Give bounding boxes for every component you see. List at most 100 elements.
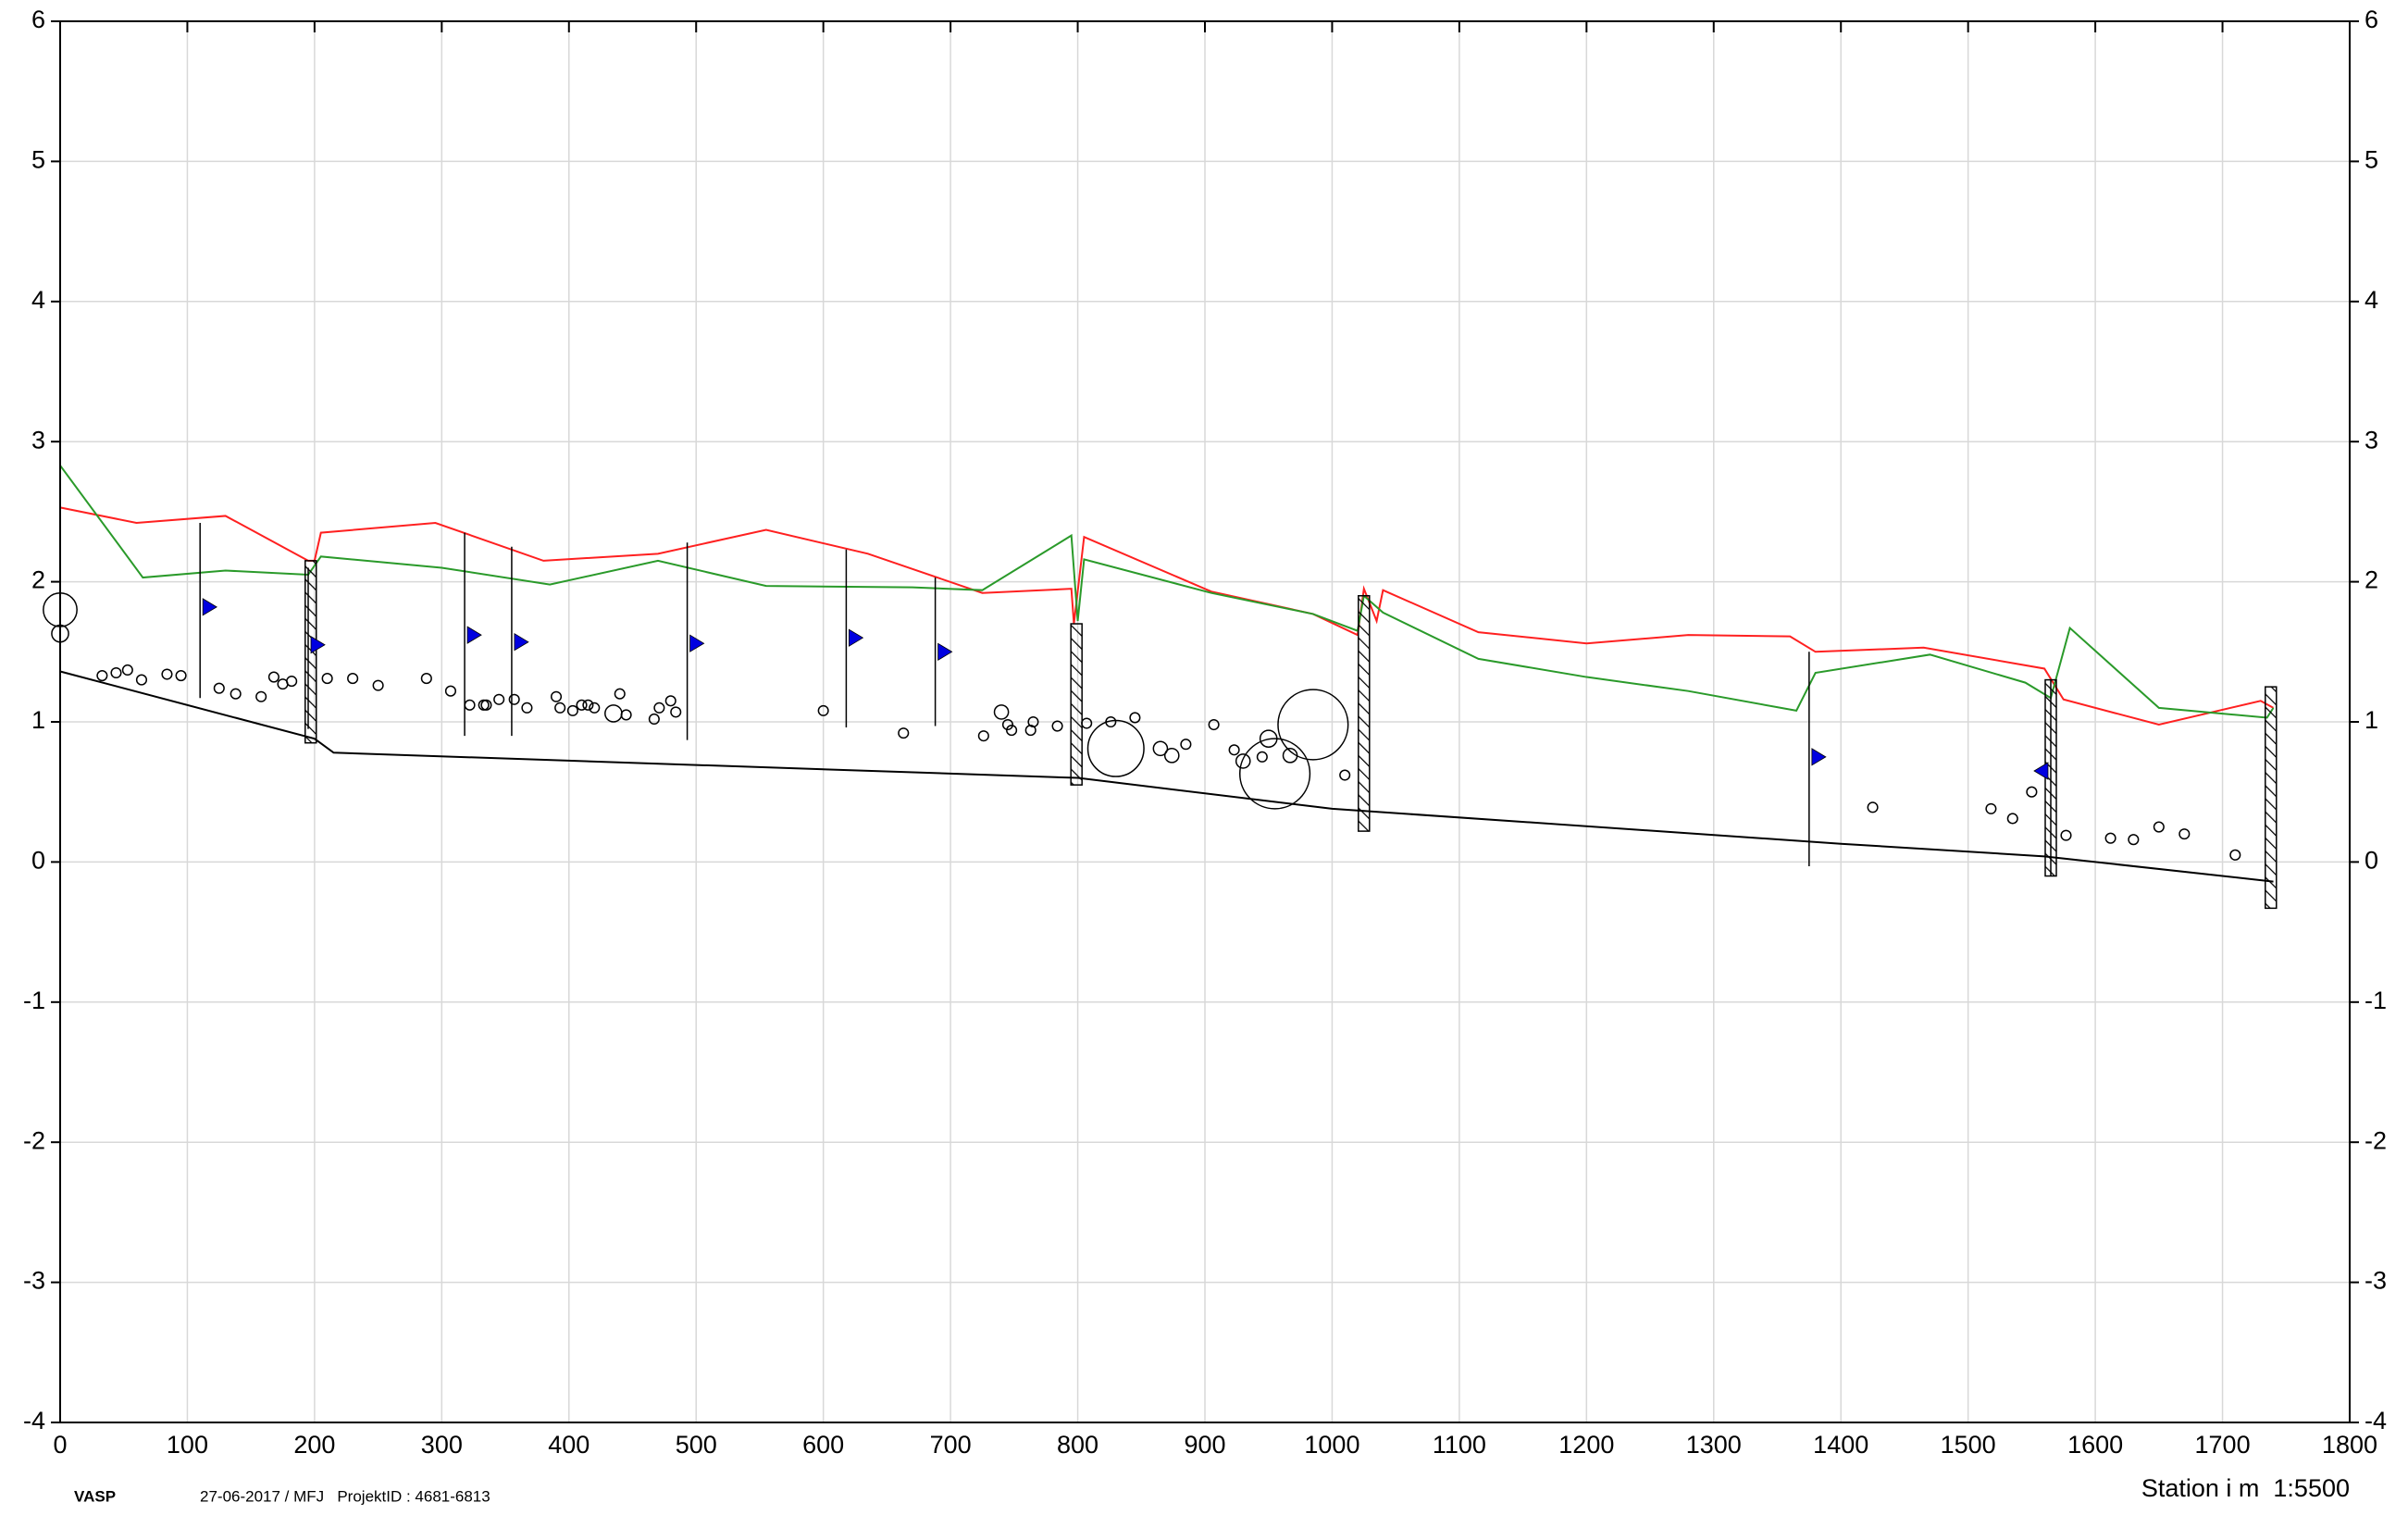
point bbox=[286, 676, 298, 688]
point bbox=[566, 704, 578, 716]
point bbox=[653, 702, 665, 714]
point bbox=[614, 688, 626, 700]
x-tick-label: 300 bbox=[421, 1431, 463, 1459]
point bbox=[521, 702, 533, 714]
y-tick-label: 0 bbox=[31, 847, 45, 875]
y2-tick-label: 5 bbox=[2365, 146, 2378, 174]
point bbox=[321, 673, 333, 685]
y-tick-label: 6 bbox=[31, 6, 45, 33]
point bbox=[604, 704, 623, 723]
y2-tick-label: -1 bbox=[2365, 987, 2387, 1014]
point bbox=[110, 666, 122, 679]
x-tick-label: 1500 bbox=[1941, 1431, 1996, 1459]
point bbox=[1339, 769, 1351, 781]
plot-area bbox=[43, 465, 2278, 910]
y2-tick-label: 1 bbox=[2365, 706, 2378, 734]
point bbox=[135, 674, 148, 686]
grid bbox=[51, 20, 2359, 1423]
point bbox=[1086, 719, 1145, 777]
flag-marker bbox=[310, 636, 326, 654]
point bbox=[493, 693, 505, 705]
y2-tick-label: 6 bbox=[2365, 6, 2378, 33]
footer-info: 27-06-2017 / MFJ ProjektID : 4681-6813 bbox=[200, 1487, 490, 1505]
x-tick-label: 500 bbox=[676, 1431, 717, 1459]
point bbox=[620, 709, 632, 721]
point bbox=[550, 690, 563, 702]
y2-tick-label: 4 bbox=[2365, 286, 2378, 314]
point bbox=[2006, 813, 2018, 825]
point bbox=[817, 704, 829, 716]
point bbox=[2128, 834, 2140, 846]
x-tick-label: 100 bbox=[167, 1431, 208, 1459]
point bbox=[2026, 786, 2038, 798]
x-tick-label: 800 bbox=[1057, 1431, 1098, 1459]
y-tick-label: -3 bbox=[23, 1267, 45, 1295]
point bbox=[576, 699, 588, 711]
x-tick-label: 1100 bbox=[1433, 1431, 1486, 1459]
point bbox=[230, 688, 242, 700]
point bbox=[175, 669, 187, 682]
point bbox=[372, 679, 384, 691]
x-tick-label: 700 bbox=[930, 1431, 972, 1459]
y2-tick-label: 0 bbox=[2365, 847, 2378, 875]
manhole bbox=[1070, 623, 1083, 786]
point bbox=[589, 702, 601, 714]
y2-tick-label: -2 bbox=[2365, 1126, 2387, 1154]
point bbox=[1277, 689, 1349, 761]
y-tick-label: -2 bbox=[23, 1126, 45, 1154]
point bbox=[464, 699, 476, 711]
point bbox=[1208, 718, 1220, 731]
point bbox=[1006, 725, 1018, 737]
point bbox=[2060, 829, 2072, 841]
point bbox=[1105, 715, 1117, 728]
point bbox=[1180, 739, 1192, 751]
point bbox=[213, 682, 225, 694]
manhole bbox=[2265, 686, 2278, 910]
point bbox=[2104, 832, 2116, 844]
point bbox=[1228, 744, 1240, 756]
flag-marker bbox=[466, 626, 482, 644]
x-tick-label: 600 bbox=[802, 1431, 844, 1459]
x-tick-label: 400 bbox=[548, 1431, 590, 1459]
point bbox=[554, 702, 566, 714]
point bbox=[1051, 720, 1063, 732]
x-tick-label: 200 bbox=[293, 1431, 335, 1459]
x-tick-label: 1800 bbox=[2322, 1431, 2377, 1459]
point bbox=[1129, 712, 1141, 724]
y-tick-label: 2 bbox=[31, 566, 45, 594]
flag-marker bbox=[514, 632, 529, 652]
point bbox=[121, 664, 133, 677]
x-axis-label: Station i m 1:5500 bbox=[2141, 1474, 2350, 1502]
x-tick-label: 1700 bbox=[2195, 1431, 2251, 1459]
y2-tick-label: -4 bbox=[2365, 1407, 2387, 1434]
x-tick-label: 0 bbox=[53, 1431, 67, 1459]
profile-line bbox=[59, 465, 2275, 719]
y2-tick-label: -3 bbox=[2365, 1267, 2387, 1295]
point bbox=[96, 669, 108, 682]
point bbox=[2178, 828, 2191, 840]
point bbox=[161, 668, 173, 680]
point bbox=[508, 693, 520, 705]
point bbox=[255, 690, 267, 702]
point bbox=[1163, 748, 1180, 764]
plot-frame bbox=[59, 20, 2351, 1423]
point bbox=[1001, 718, 1014, 731]
point bbox=[670, 706, 682, 718]
point bbox=[1985, 802, 1997, 814]
x-tick-label: 1300 bbox=[1686, 1431, 1742, 1459]
point bbox=[1238, 738, 1311, 810]
point bbox=[444, 685, 457, 697]
flag-marker bbox=[849, 628, 864, 647]
y-tick-label: 3 bbox=[31, 426, 45, 453]
flag-marker bbox=[202, 598, 217, 616]
x-tick-label: 1200 bbox=[1558, 1431, 1614, 1459]
flag-marker bbox=[937, 642, 953, 662]
y-tick-label: 1 bbox=[31, 706, 45, 734]
y-tick-label: -1 bbox=[23, 987, 45, 1014]
footer-left: VASP bbox=[74, 1487, 116, 1505]
point bbox=[1256, 751, 1268, 763]
point bbox=[898, 727, 910, 739]
point bbox=[2153, 821, 2165, 833]
manhole bbox=[1358, 594, 1371, 832]
